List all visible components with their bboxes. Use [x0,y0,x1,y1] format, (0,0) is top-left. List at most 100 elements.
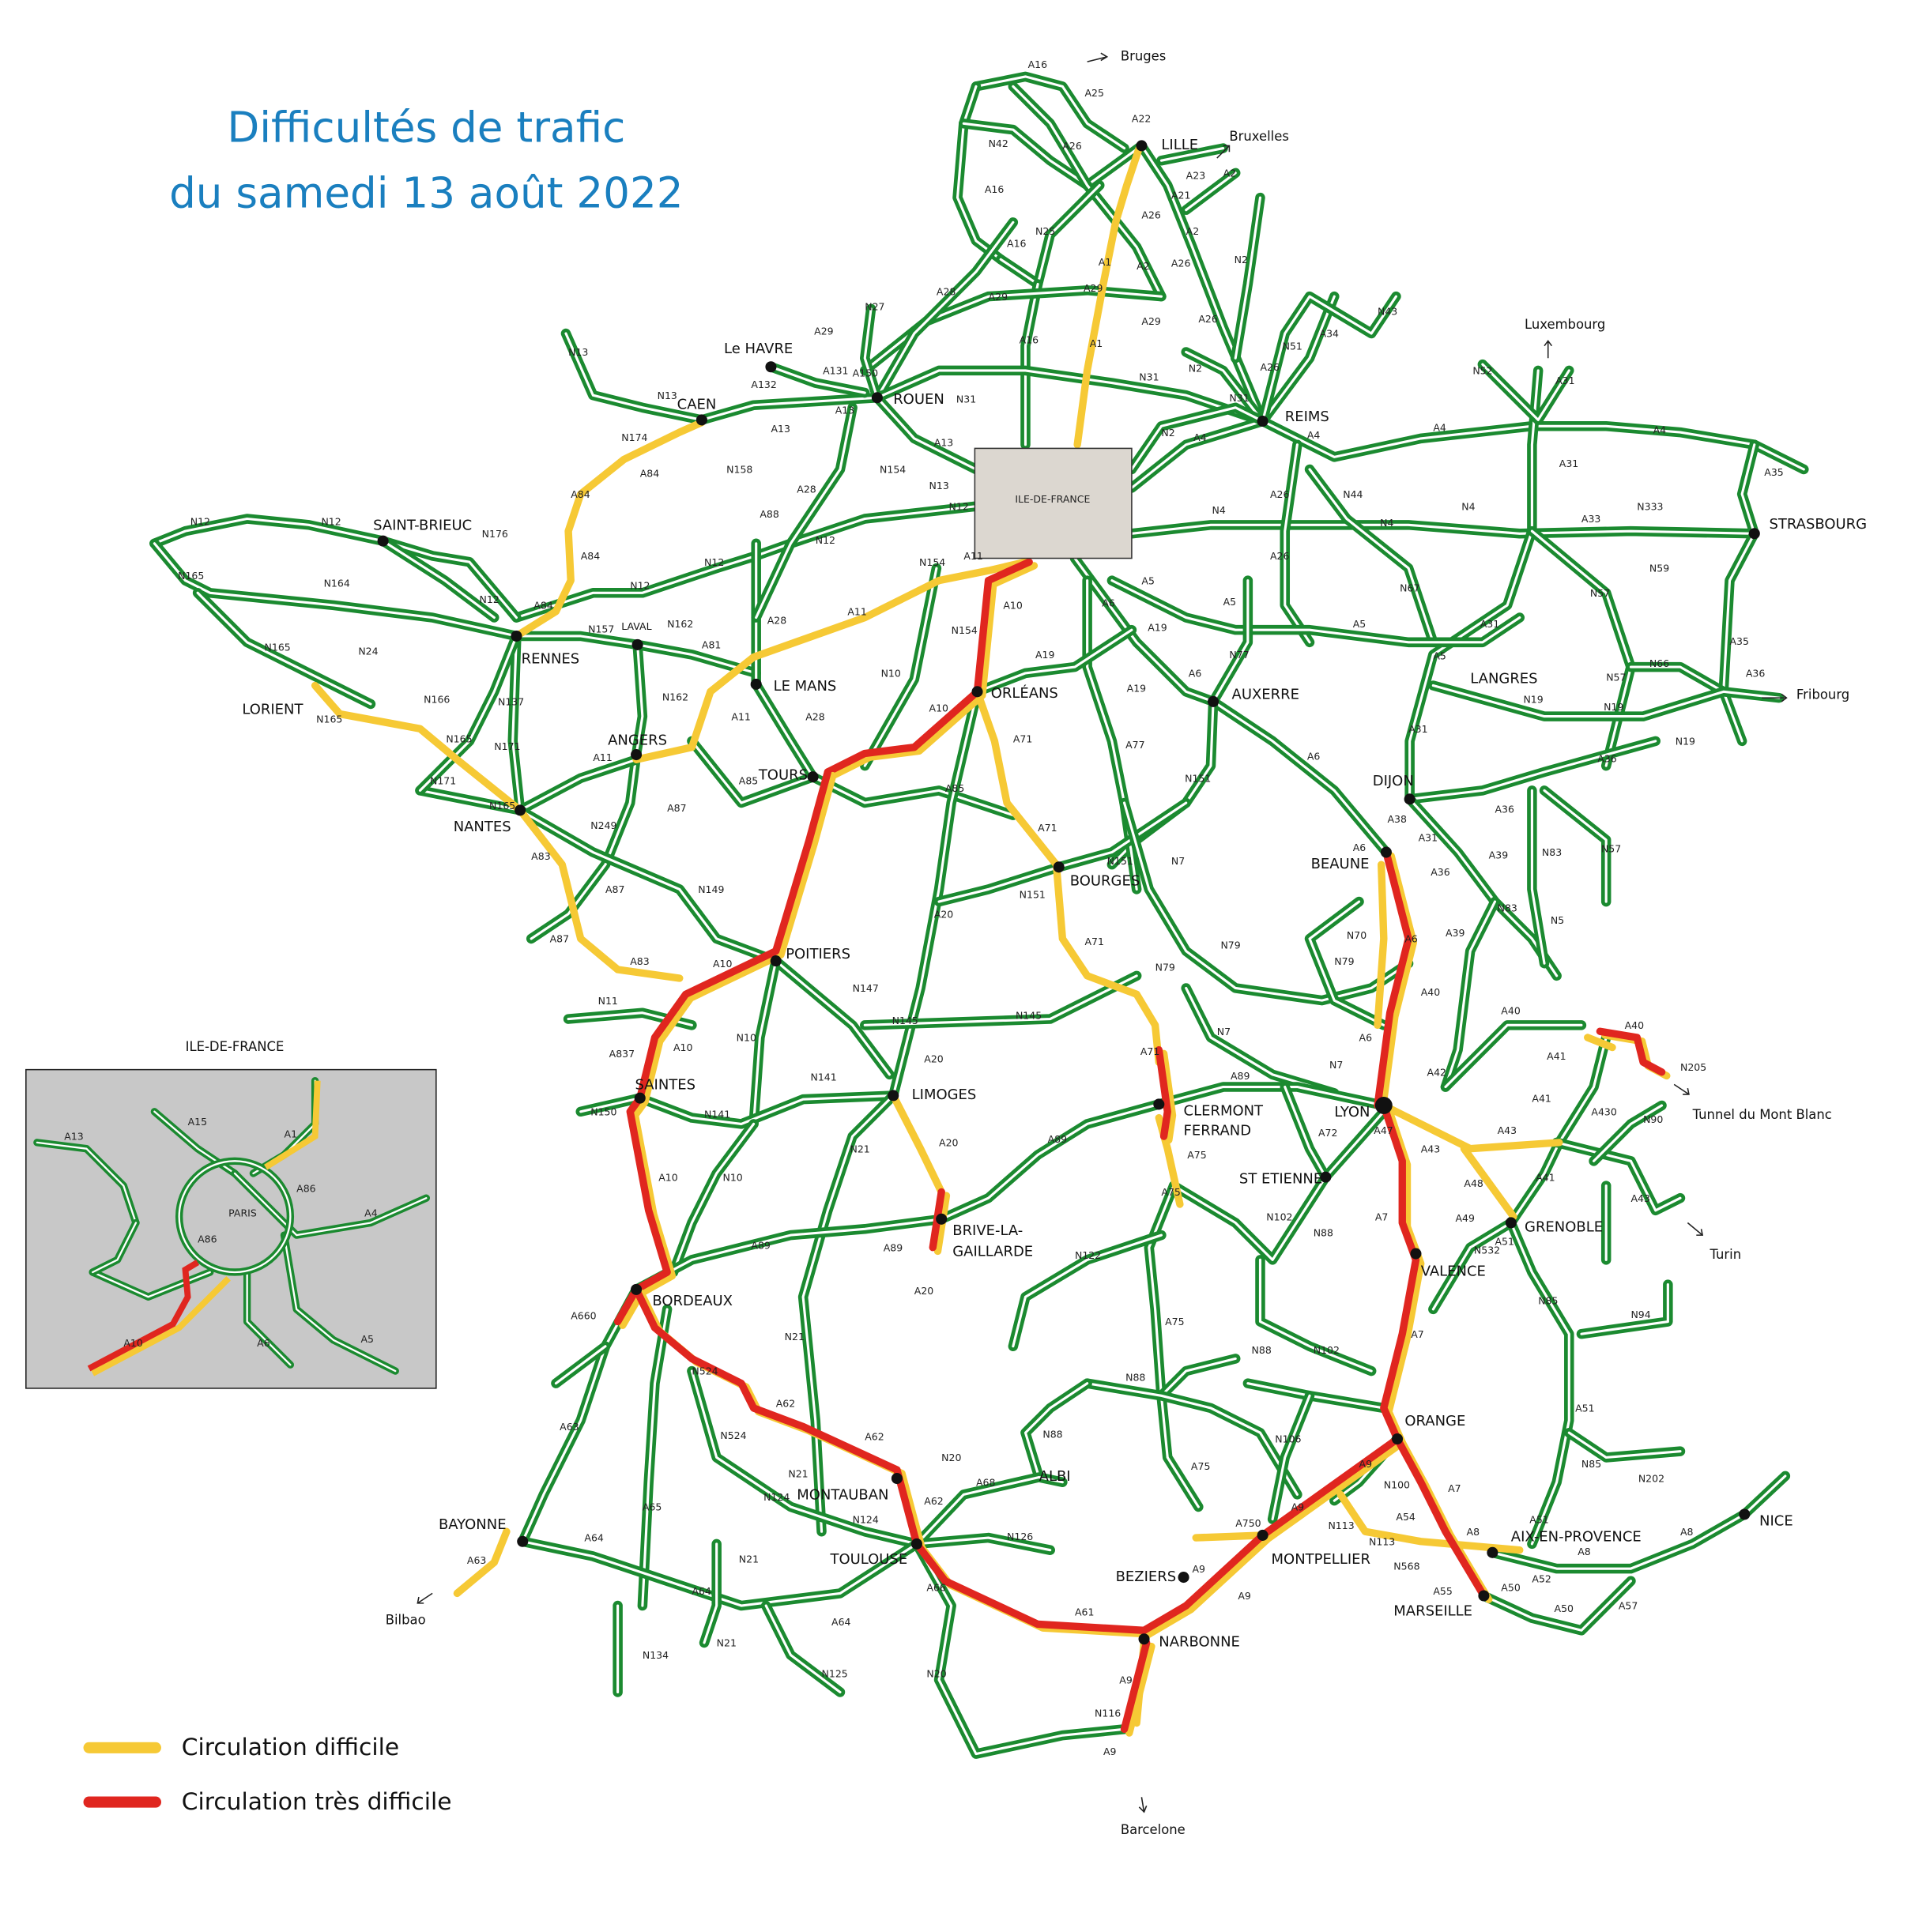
road-label: N21 [850,1143,869,1154]
traffic-route [1159,1049,1177,1144]
road-label: A85 [739,775,758,787]
road-label: N59 [1649,563,1669,574]
road-label: A20 [914,1285,934,1297]
road-label: N113 [1369,1535,1395,1547]
road-label: N162 [662,691,688,702]
road-label: N145 [892,1015,918,1026]
road-label: A75 [1165,1316,1184,1328]
road-label: A660 [571,1309,596,1321]
road-label: N151 [1107,855,1133,867]
road-label: N157 [588,623,614,635]
direction-label: Turin [1710,1247,1742,1262]
road-label: A33 [1581,513,1600,525]
road-label: A132 [751,378,776,390]
city-label: TOULOUSE [829,1551,907,1568]
city-label: AUXERRE [1232,687,1299,703]
traffic-route [636,947,780,1102]
road-stripe [876,396,978,471]
road-label: A89 [1048,1133,1068,1145]
road-label: A50 [1501,1581,1521,1593]
inset-label: A5 [360,1333,374,1345]
road-label: A11 [593,751,612,763]
city-label: LE MANS [774,678,837,695]
road-label: A50 [1555,1602,1574,1614]
road-stripe [1157,1085,1385,1107]
road-label: A84 [571,488,590,500]
road-label: N21 [739,1553,759,1565]
road-stripe [700,369,1265,423]
city-dot [888,1090,899,1102]
road-label: A23 [1186,170,1205,182]
traffic-route [1192,1531,1267,1542]
road-label: N12 [321,515,341,527]
road-stripe [1284,1085,1327,1179]
road-label: A9 [1193,1563,1206,1575]
road-label: N102 [1314,1344,1340,1356]
city-label: LIMOGES [912,1087,977,1103]
city-label: BAYONNE [439,1516,507,1533]
city-label: LANGRES [1470,670,1537,687]
city-label: FERRAND [1184,1122,1252,1139]
road-label: A13 [771,423,790,435]
city-dot [910,1538,922,1550]
road-label: A40 [1501,1004,1521,1016]
inset-map: ILE-DE-FRANCE A13 A15 A1 A86 PARIS A4 A86 A6 A5 A… [25,1039,437,1389]
road-stripe [672,1122,756,1274]
road-stripe [863,567,938,767]
road-label: A16 [1020,334,1039,346]
road-label: A71 [1013,733,1032,744]
city-label: NARBONNE [1159,1634,1240,1651]
road-label: A19 [1148,622,1167,634]
road-label: A750 [1235,1517,1261,1529]
city-dot [631,638,643,650]
arrow [417,1592,433,1604]
road-label: N568 [1393,1561,1419,1572]
road [1168,1172,1331,1265]
road-label: A150 [853,367,878,379]
road-stripe [564,332,703,422]
road-stripe [1023,282,1039,446]
city-label: RENNES [522,650,579,667]
road-label: N174 [621,431,647,443]
road-label: A10 [713,958,733,970]
road-label: A38 [1388,813,1408,825]
road-label: A62 [924,1495,943,1507]
city-label: ALBI [1039,1468,1071,1485]
arrow [1138,1797,1148,1813]
road-label: N176 [482,528,508,540]
road-label: N57 [1606,671,1626,683]
road-label: N202 [1638,1473,1664,1485]
traffic-route [1393,1435,1488,1600]
road-stripe [382,540,496,620]
road-label: N83 [1498,902,1517,914]
road-label: N165 [316,713,342,725]
road-label: N7 [1171,855,1185,867]
road-label: N85 [1581,1458,1601,1470]
road-stripe [1130,420,1805,489]
city-dot [971,686,983,698]
road [911,1538,1129,1759]
road-stripe [863,974,1138,1026]
road-label: N165 [489,800,515,812]
city-label: LYON [1334,1104,1370,1120]
road-label: A20 [924,1053,944,1064]
traffic-route [613,1094,671,1326]
road [751,538,818,782]
road-label: A6 [1102,597,1115,608]
road-label: A72 [1318,1127,1337,1139]
road-label: A131 [823,365,848,377]
city-dot [1053,861,1065,873]
road-stripe [1324,1110,1385,1179]
city-dot [1487,1546,1498,1558]
road-label: A54 [1396,1511,1416,1523]
road-label: A36 [1431,866,1450,878]
road-label: N85 [1538,1295,1558,1307]
city-dot [871,392,883,404]
inset-label: A4 [364,1207,378,1219]
road-label: N21 [785,1331,805,1343]
road-label: A61 [1075,1606,1094,1618]
road-label: N141 [810,1071,836,1083]
traffic-route [264,1080,321,1170]
road-label: N113 [1328,1520,1354,1531]
road-label: A75 [1187,1149,1206,1161]
